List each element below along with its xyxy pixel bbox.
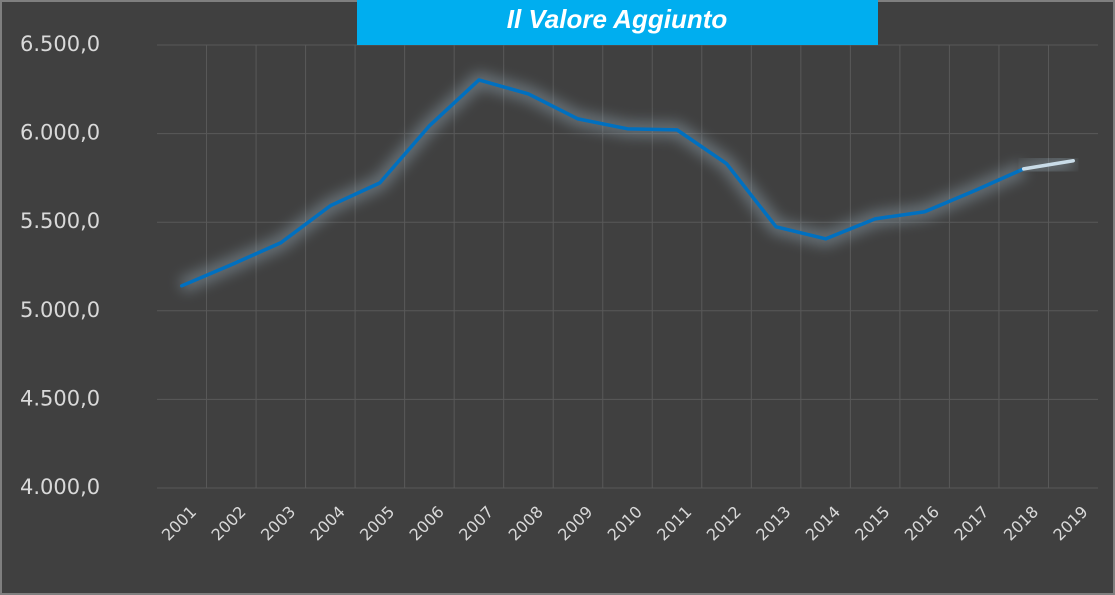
- chart-title: Il Valore Aggiunto: [507, 4, 728, 34]
- line-series: [1021, 158, 1075, 171]
- y-tick-label: 6.500,0: [20, 32, 100, 56]
- title-box: [357, 0, 878, 45]
- y-tick-label: 6.000,0: [20, 121, 100, 145]
- y-tick-label: 4.000,0: [20, 475, 100, 499]
- y-tick-label: 4.500,0: [20, 386, 100, 410]
- y-tick-label: 5.500,0: [20, 209, 100, 233]
- y-tick-label: 5.000,0: [20, 298, 100, 322]
- line-series: [180, 78, 1026, 288]
